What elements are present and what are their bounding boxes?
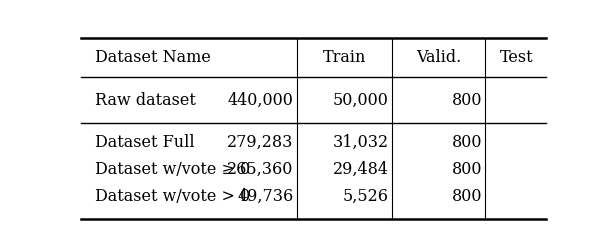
Text: Dataset w/vote > 0: Dataset w/vote > 0 [95, 188, 251, 205]
Text: 29,484: 29,484 [332, 161, 389, 178]
Text: 49,736: 49,736 [237, 188, 294, 205]
Text: Train: Train [323, 50, 366, 66]
Text: 265,360: 265,360 [227, 161, 294, 178]
Text: 800: 800 [452, 134, 482, 151]
Text: 50,000: 50,000 [333, 92, 389, 109]
Text: Test: Test [500, 50, 534, 66]
Text: 800: 800 [452, 92, 482, 109]
Text: 800: 800 [452, 161, 482, 178]
Text: 31,032: 31,032 [332, 134, 389, 151]
Text: 440,000: 440,000 [228, 92, 294, 109]
Text: 5,526: 5,526 [343, 188, 389, 205]
Text: Raw dataset: Raw dataset [95, 92, 196, 109]
Text: Dataset Name: Dataset Name [95, 50, 211, 66]
Text: 279,283: 279,283 [227, 134, 294, 151]
Text: 800: 800 [452, 188, 482, 205]
Text: Dataset w/vote ≥ 0: Dataset w/vote ≥ 0 [95, 161, 250, 178]
Text: Valid.: Valid. [416, 50, 461, 66]
Text: Dataset Full: Dataset Full [95, 134, 195, 151]
